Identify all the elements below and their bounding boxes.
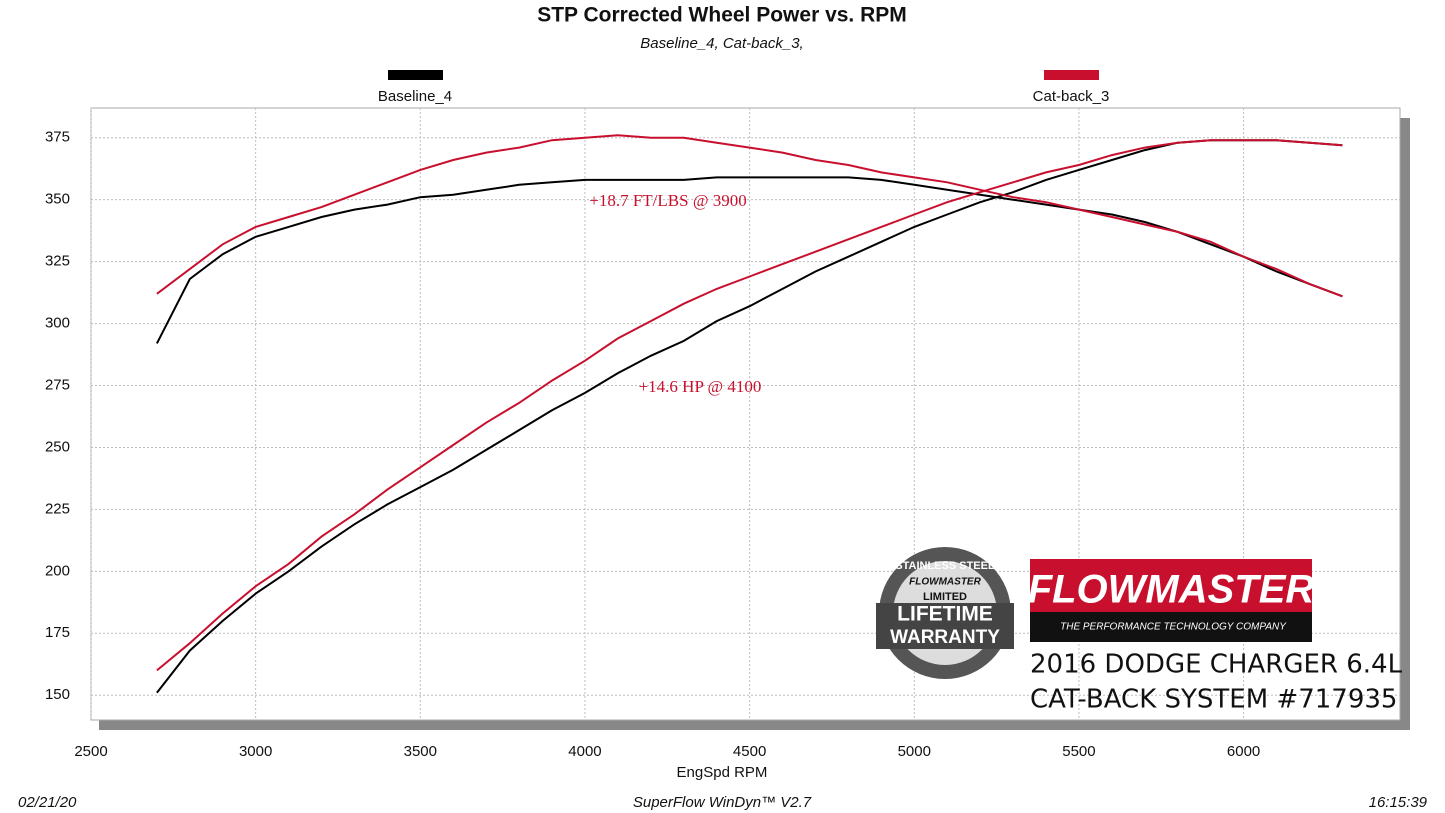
badge-line: LIFETIME bbox=[897, 603, 993, 626]
legend-swatch bbox=[388, 70, 443, 80]
footer-time: 16:15:39 bbox=[1369, 794, 1428, 811]
x-tick-label: 4000 bbox=[568, 743, 601, 760]
y-tick-label: 375 bbox=[45, 129, 70, 146]
badge-banner bbox=[876, 603, 1014, 649]
badge-brand: FLOWMASTER bbox=[909, 577, 981, 588]
brand-logo: FLOWMASTER THE PERFORMANCE TECHNOLOGY CO… bbox=[1028, 559, 1315, 642]
y-tick-label: 200 bbox=[45, 562, 70, 579]
x-tick-label: 3000 bbox=[239, 743, 272, 760]
logo-tagline: THE PERFORMANCE TECHNOLOGY COMPANY bbox=[1060, 622, 1287, 633]
footer-software: SuperFlow WinDyn™ V2.7 bbox=[633, 794, 812, 811]
y-tick-label: 225 bbox=[45, 500, 70, 517]
chart-title: STP Corrected Wheel Power vs. RPM bbox=[537, 4, 907, 27]
data-line bbox=[156, 176, 1343, 344]
warranty-badge: STAINLESS STEEL FLOWMASTER LIMITED LIFET… bbox=[876, 547, 1014, 679]
x-tick-label: 5500 bbox=[1062, 743, 1095, 760]
caption-line: CAT-BACK SYSTEM #717935 bbox=[1030, 685, 1397, 715]
data-line bbox=[156, 134, 1343, 298]
y-tick-label: 250 bbox=[45, 438, 70, 455]
logo-brand: FLOWMASTER bbox=[1028, 568, 1315, 612]
y-tick-label: 325 bbox=[45, 253, 70, 270]
legend-swatch bbox=[1044, 70, 1099, 80]
y-tick-label: 275 bbox=[45, 376, 70, 393]
legend-label: Cat-back_3 bbox=[1033, 88, 1110, 105]
y-tick-label: 350 bbox=[45, 191, 70, 208]
x-tick-label: 3500 bbox=[404, 743, 437, 760]
logo-bottom bbox=[1030, 612, 1312, 642]
data-line bbox=[156, 139, 1343, 694]
x-tick-label: 6000 bbox=[1227, 743, 1260, 760]
data-line bbox=[156, 139, 1343, 672]
chart-subtitle: Baseline_4, Cat-back_3, bbox=[640, 35, 803, 52]
annotation: +14.6 HP @ 4100 bbox=[639, 377, 762, 396]
badge-line: LIMITED bbox=[923, 591, 967, 603]
x-tick-label: 2500 bbox=[74, 743, 107, 760]
x-tick-label: 5000 bbox=[898, 743, 931, 760]
annotation: +18.7 FT/LBS @ 3900 bbox=[589, 191, 746, 210]
y-tick-label: 175 bbox=[45, 624, 70, 641]
footer-date: 02/21/20 bbox=[18, 794, 77, 811]
caption-line: 2016 DODGE CHARGER 6.4L bbox=[1030, 650, 1403, 680]
x-axis-label: EngSpd RPM bbox=[677, 764, 768, 781]
legend-label: Baseline_4 bbox=[378, 88, 452, 105]
y-tick-label: 300 bbox=[45, 315, 70, 332]
x-tick-label: 4500 bbox=[733, 743, 766, 760]
badge-arc: STAINLESS STEEL bbox=[895, 560, 995, 572]
y-tick-label: 150 bbox=[45, 686, 70, 703]
badge-line: WARRANTY bbox=[890, 627, 1000, 648]
